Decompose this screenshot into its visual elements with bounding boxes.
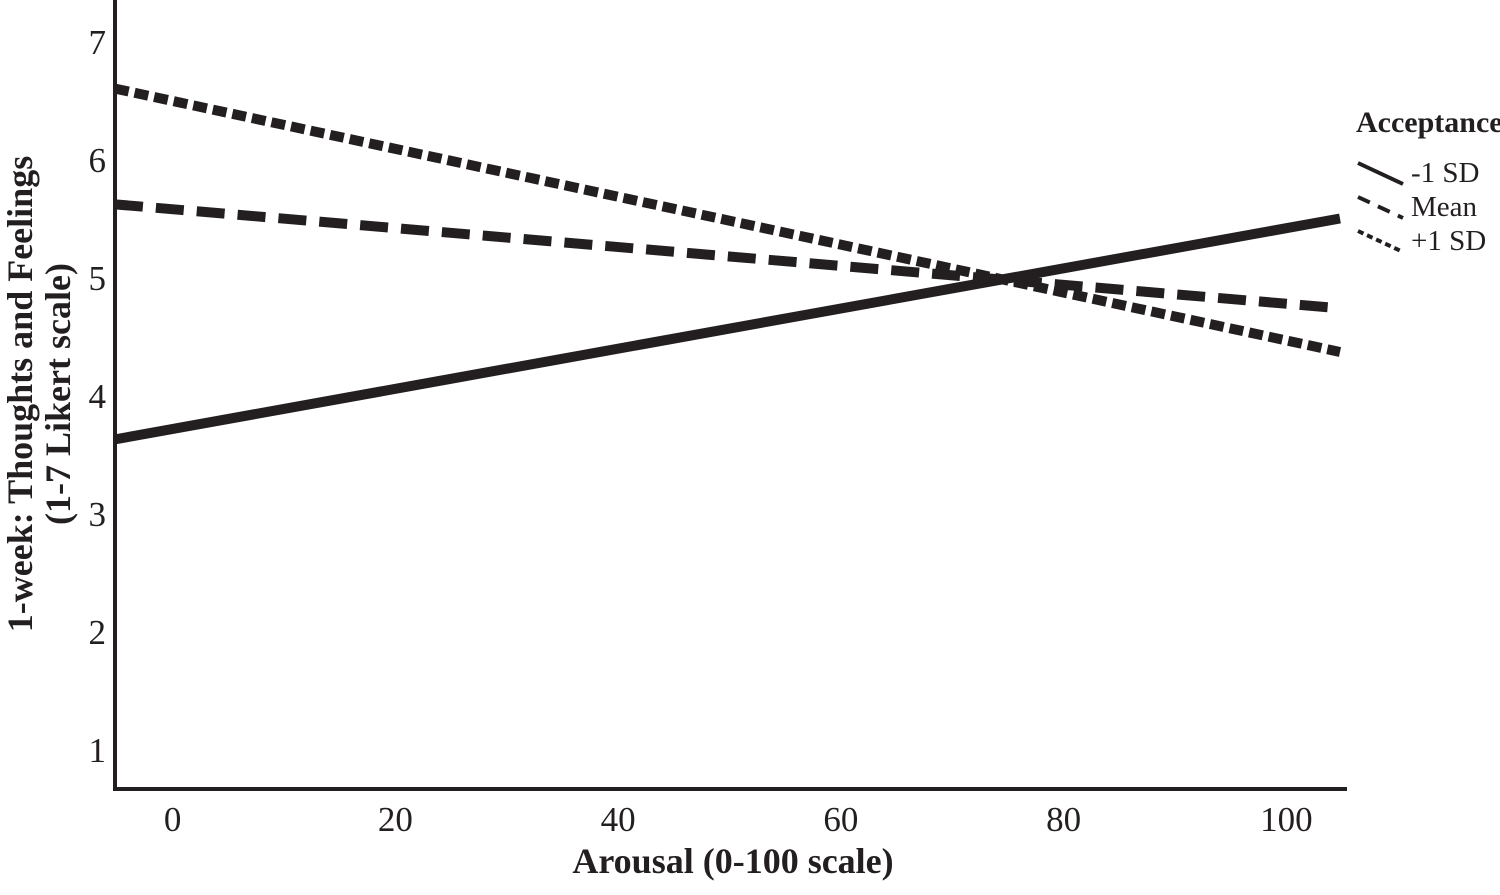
dotted-line-sample-icon: [1357, 229, 1404, 254]
series-line--1-sd: [114, 213, 1341, 445]
legend-entry-plus1sd: +1 SD: [1356, 224, 1500, 258]
legend-entry-label: +1 SD: [1411, 225, 1487, 257]
x-tick-label: 20: [377, 800, 413, 839]
x-tick-label: 100: [1260, 800, 1313, 839]
x-tick-label: 40: [600, 800, 636, 839]
x-axis-title: Arousal (0-100 scale): [572, 841, 894, 881]
y-tick-label: 2: [88, 613, 107, 653]
y-tick-label: 4: [88, 376, 107, 416]
x-tick-label: 0: [163, 800, 182, 839]
y-tick-label: 5: [88, 258, 107, 298]
x-tick-label: 80: [1046, 800, 1082, 839]
y-tick-label: 6: [88, 140, 107, 180]
legend-title: Acceptance: [1356, 106, 1500, 139]
legend: Acceptance -1 SD Mean +1 SD: [1356, 106, 1500, 258]
x-tick-label: 60: [823, 800, 859, 839]
legend-entry-label: Mean: [1411, 191, 1478, 223]
solid-line-sample-icon: [1357, 161, 1404, 186]
dashed-line-sample-icon: [1357, 195, 1404, 220]
series-line-+1-sd: [113, 83, 1342, 357]
legend-entry-label: -1 SD: [1411, 157, 1480, 189]
y-tick-label: 1: [88, 731, 107, 771]
y-tick-label: 7: [88, 22, 107, 62]
legend-entry-minus1sd: -1 SD: [1356, 156, 1500, 190]
y-tick-label: 3: [88, 494, 107, 534]
legend-entry-mean: Mean: [1356, 190, 1500, 224]
